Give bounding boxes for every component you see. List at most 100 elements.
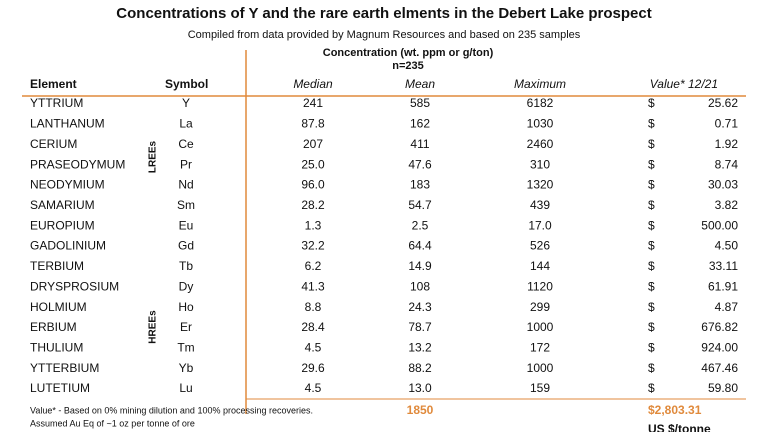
cell: NEODYMIUM [30,178,105,192]
cell: Ce [178,137,194,151]
total-value: $2,803.31 [648,403,702,417]
column-header: Median [293,77,333,91]
cell: 54.7 [408,198,432,212]
cell: Ho [178,300,194,314]
cell: LANTHANUM [30,117,105,131]
cell: 6182 [527,96,554,110]
cell: 25.62 [708,96,738,110]
cell: 32.2 [301,239,325,253]
cell: Er [180,320,192,334]
group-label: HREEs [148,310,159,344]
cell: 1.3 [305,218,322,232]
cell: $ [648,117,655,131]
total-unit: US $/tonne [648,422,711,432]
cell: 585 [410,96,430,110]
cell: $ [648,259,655,273]
cell: 87.8 [301,117,325,131]
cell: 299 [530,300,550,314]
cell: 241 [303,96,323,110]
cell: 1120 [527,279,553,293]
cell: 14.9 [408,259,432,273]
cell: $ [648,300,655,314]
cell: 17.0 [528,218,552,232]
cell: LUTETIUM [30,381,90,395]
cell: $ [648,137,655,151]
cell: 162 [410,117,430,131]
cell: 33.11 [709,259,738,273]
column-header: Value* 12/21 [650,77,718,91]
cell: 4.87 [715,300,739,314]
cell: $ [648,361,655,375]
cell: Gd [178,239,194,253]
cell: 25.0 [301,157,325,171]
column-header: Maximum [514,77,566,91]
concentration-label: Concentration (wt. ppm or g/ton) [323,47,494,59]
cell: $ [648,218,655,232]
cell: 108 [410,279,430,293]
cell: 676.82 [701,320,738,334]
cell: Tm [177,340,194,354]
cell: $ [648,198,655,212]
cell: 4.5 [305,340,322,354]
cell: Lu [179,381,192,395]
cell: SAMARIUM [30,198,95,212]
cell: 1.92 [715,137,739,151]
cell: 1030 [527,117,554,131]
cell: 64.4 [408,239,432,253]
cell: ERBIUM [30,320,77,334]
cell: 310 [530,157,550,171]
cell: 59.80 [708,381,738,395]
cell: 6.2 [305,259,322,273]
cell: 159 [530,381,550,395]
cell: Sm [177,198,195,212]
cell: 41.3 [301,279,325,293]
cell: 207 [303,137,323,151]
cell: 3.82 [715,198,739,212]
cell: 61.91 [708,279,738,293]
cell: $ [648,157,655,171]
cell: $ [648,178,655,192]
footnote: Assumed Au Eq of ~1 oz per tonne of ore [30,418,195,428]
cell: YTTERBIUM [30,361,99,375]
cell: 526 [530,239,550,253]
cell: TERBIUM [30,259,84,273]
cell: $ [648,340,655,354]
cell: 29.6 [301,361,325,375]
column-header: Symbol [165,77,208,91]
column-header: Mean [405,77,435,91]
cell: 13.2 [408,340,432,354]
cell: 24.3 [408,300,432,314]
cell: 78.7 [408,320,432,334]
cell: 2460 [527,137,554,151]
cell: PRASEODYMUM [30,157,125,171]
cell: 172 [530,340,550,354]
cell: $ [648,381,655,395]
cell: Tb [179,259,193,273]
cell: 88.2 [408,361,432,375]
cell: $ [648,320,655,334]
cell: 2.5 [412,218,429,232]
cell: 1000 [527,320,554,334]
cell: THULIUM [30,340,83,354]
cell: 411 [410,137,429,151]
cell: DRYSPROSIUM [30,279,119,293]
cell: $ [648,279,655,293]
cell: 183 [410,178,430,192]
cell: 8.8 [305,300,322,314]
cell: 28.4 [301,320,325,334]
cell: 439 [530,198,550,212]
total-mean: 1850 [407,403,434,417]
cell: 467.46 [701,361,738,375]
footnote: Value* - Based on 0% mining dilution and… [30,405,313,415]
column-header: Element [30,77,77,91]
cell: 0.71 [715,117,739,131]
cell: Eu [179,218,194,232]
cell: 96.0 [301,178,325,192]
cell: YTTRIUM [30,96,83,110]
cell: Pr [180,157,192,171]
cell: Nd [178,178,193,192]
cell: HOLMIUM [30,300,87,314]
subtitle: Compiled from data provided by Magnum Re… [188,29,581,41]
cell: Yb [179,361,194,375]
